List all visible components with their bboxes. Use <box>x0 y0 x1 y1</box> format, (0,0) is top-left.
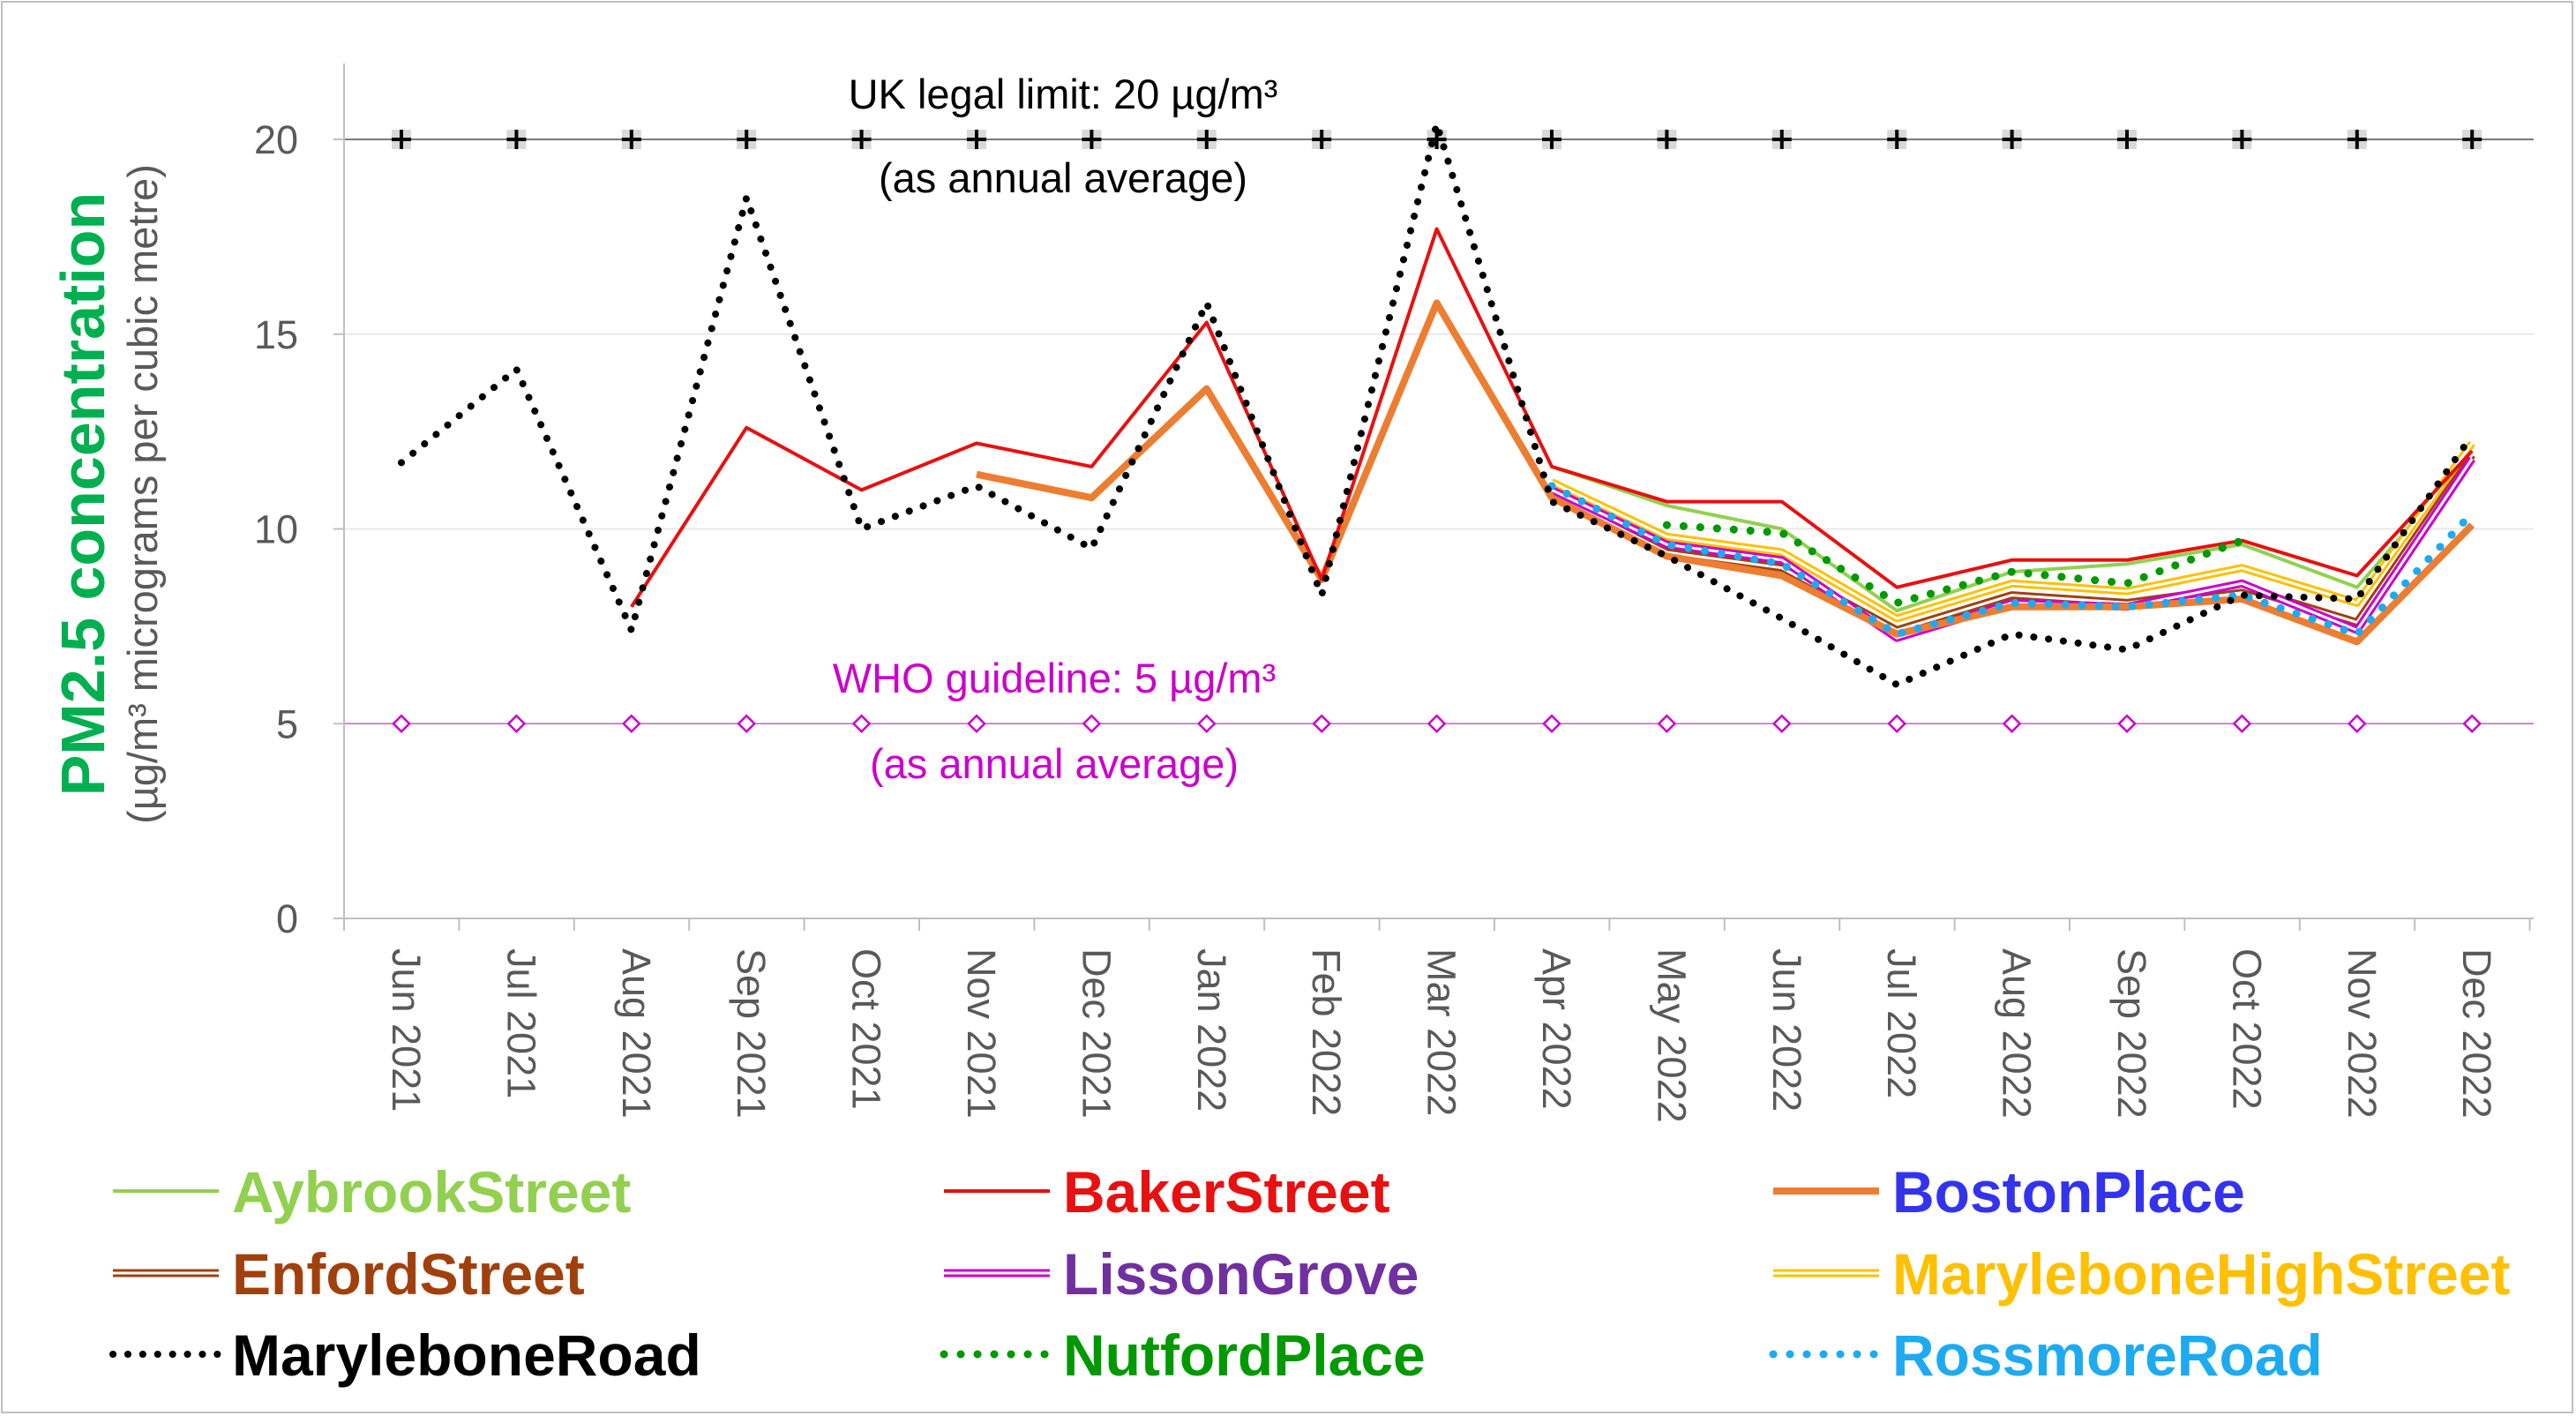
reference-marker <box>737 714 756 734</box>
reference-marker <box>1657 130 1677 149</box>
legend-item-boston-place: BostonPlace <box>1773 1159 2245 1225</box>
legend-item-lisson-grove: LissonGrove <box>944 1241 1419 1307</box>
reference-marker <box>2347 130 2367 149</box>
x-tick-label: Aug 2022 <box>1995 948 2040 1119</box>
reference-marker <box>392 714 411 734</box>
y-tick-label: 0 <box>276 896 298 941</box>
reference-marker <box>2232 130 2252 149</box>
reference-marker <box>1772 714 1792 734</box>
legend-label: BostonPlace <box>1892 1159 2245 1225</box>
reference-sublabel: (as annual average) <box>879 154 1247 201</box>
series-lines <box>398 120 2476 689</box>
reference-marker <box>2462 130 2482 149</box>
reference-marker <box>1771 130 1792 149</box>
reference-marker <box>967 714 986 734</box>
x-tick-label: May 2022 <box>1649 948 1694 1123</box>
reference-label: UK legal limit: 20 µg/m³ <box>849 71 1278 117</box>
y-tick-label: 20 <box>254 117 298 162</box>
legend-item-baker-street: BakerStreet <box>944 1159 1390 1225</box>
x-tick-label: Feb 2022 <box>1304 948 1349 1116</box>
legend-label: AybrookStreet <box>232 1159 631 1225</box>
legend-label: LissonGrove <box>1063 1241 1419 1307</box>
x-tick-label: Jun 2021 <box>384 948 429 1112</box>
series-line-baker-street <box>630 227 2474 608</box>
legend-item-aybrook-street: AybrookStreet <box>113 1159 631 1225</box>
y-axis-subtitle: (µg/m³ micrograms per cubic metre) <box>119 164 166 824</box>
series-line-boston-place <box>976 299 2475 646</box>
y-axis-title: PM2.5 concentration <box>49 192 117 797</box>
x-tick-label: Apr 2022 <box>1534 948 1579 1110</box>
legend-label: MaryleboneHighStreet <box>1892 1241 2510 1307</box>
reference-marker <box>1197 714 1217 734</box>
x-tick-label: Dec 2021 <box>1074 948 1119 1119</box>
reference-marker <box>1082 714 1102 734</box>
reference-marker <box>621 130 641 149</box>
reference-marker <box>1542 714 1561 734</box>
reference-marker <box>1887 130 1907 149</box>
reference-marker <box>2117 130 2137 149</box>
x-tick-label: Sep 2022 <box>2109 948 2154 1119</box>
reference-marker <box>1312 714 1331 734</box>
reference-sublabel: (as annual average) <box>870 740 1239 787</box>
reference-marker <box>2232 714 2252 734</box>
x-tick-label: Oct 2022 <box>2224 948 2269 1110</box>
axes <box>333 64 2534 931</box>
y-tick-label: 15 <box>254 312 298 357</box>
reference-marker <box>392 130 411 149</box>
reference-marker <box>1082 130 1102 149</box>
legend-label: RossmoreRoad <box>1892 1322 2323 1388</box>
reference-marker <box>2462 714 2482 734</box>
legend-label: EnfordStreet <box>232 1241 585 1307</box>
legend-item-marylebone-road: MaryleboneRoad <box>109 1322 701 1388</box>
reference-marker <box>2002 714 2022 734</box>
x-tick-label: Jul 2021 <box>498 948 543 1098</box>
reference-marker <box>1196 130 1217 149</box>
reference-marker <box>851 714 872 734</box>
reference-marker <box>622 714 641 734</box>
reference-marker <box>1657 714 1677 734</box>
reference-label: WHO guideline: 5 µg/m³ <box>833 655 1276 701</box>
series-line-nutford-place <box>1662 521 2246 607</box>
x-tick-label: Jun 2022 <box>1764 948 1809 1112</box>
y-tick-label: 10 <box>254 507 298 552</box>
x-tick-label: Sep 2021 <box>729 948 774 1119</box>
x-tick-label: Nov 2022 <box>2340 948 2385 1119</box>
reference-marker <box>1427 714 1447 734</box>
reference-marker <box>506 714 527 734</box>
y-tick-label: 5 <box>276 701 298 746</box>
legend-item-nutford-place: NutfordPlace <box>940 1322 1426 1388</box>
reference-marker <box>2117 714 2137 734</box>
x-tick-label: Aug 2021 <box>614 948 659 1119</box>
x-tick-label: Jan 2022 <box>1189 948 1234 1112</box>
reference-marker <box>737 130 757 149</box>
legend: AybrookStreet BakerStreet BostonPlace Enfor… <box>109 1159 2510 1388</box>
reference-marker <box>967 130 986 149</box>
reference-lines: UK legal limit: 20 µg/m³ (as annual avera… <box>344 71 2534 787</box>
x-tick-label: Nov 2021 <box>959 948 1004 1119</box>
legend-label: NutfordPlace <box>1063 1322 1426 1388</box>
reference-marker <box>1312 130 1332 149</box>
x-tick-label: Dec 2022 <box>2454 948 2499 1119</box>
x-tick-label: Oct 2021 <box>844 948 889 1110</box>
series-line-rossmore-road <box>1547 482 2476 639</box>
axis-labels: 0 5 10 15 20 Jun 2021 Jul 2021 Aug 2021 Sep 2021… <box>49 117 2499 1123</box>
legend-item-marylebone-high-street: MaryleboneHighStreet <box>1773 1241 2510 1307</box>
grid <box>344 139 2534 725</box>
reference-marker <box>1887 714 1906 734</box>
reference-marker <box>2002 130 2022 149</box>
series-line-marylebone-high-street-inner <box>1551 442 2474 620</box>
x-tick-label: Jul 2022 <box>1879 948 1924 1098</box>
reference-marker <box>2348 714 2367 734</box>
legend-label: BakerStreet <box>1063 1159 1390 1225</box>
series-line-marylebone-road <box>398 120 2476 689</box>
reference-marker <box>1542 130 1561 149</box>
reference-marker <box>851 130 872 149</box>
legend-item-enford-street: EnfordStreet <box>113 1241 585 1307</box>
legend-item-rossmore-road: RossmoreRoad <box>1769 1322 2323 1388</box>
reference-marker <box>506 130 527 149</box>
legend-label: MaryleboneRoad <box>232 1322 701 1388</box>
x-tick-label: Mar 2022 <box>1419 948 1464 1116</box>
